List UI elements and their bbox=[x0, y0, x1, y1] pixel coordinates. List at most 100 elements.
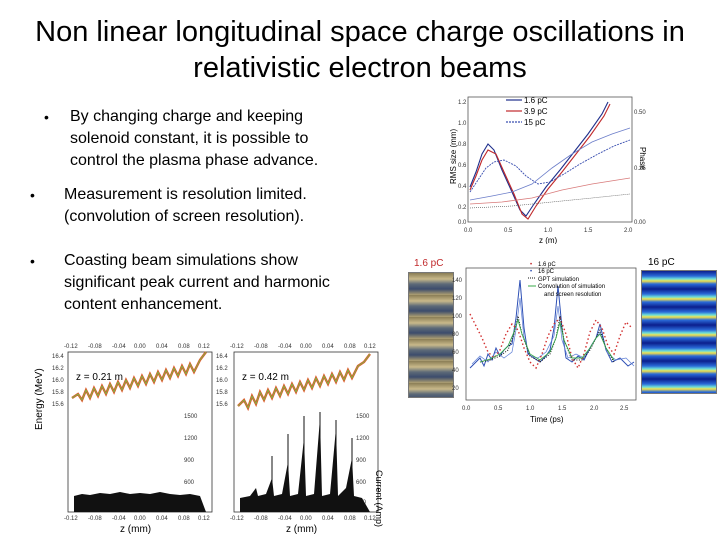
tick: -0.12 bbox=[64, 344, 78, 350]
tick: 60 bbox=[452, 350, 459, 356]
time-legend: • 1.6 pC • 16 pC GPT simulation Convolut… bbox=[528, 262, 605, 298]
title-line-2: relativistic electron beams bbox=[193, 52, 527, 84]
phase-top-ticks-left: -0.12 -0.08 -0.04 0.00 0.04 0.08 0.12 bbox=[64, 344, 210, 350]
tick: 0.00 bbox=[300, 344, 312, 350]
legend-label: Convolution of simulation bbox=[538, 284, 605, 290]
label-16pC: 16 pC bbox=[648, 257, 675, 268]
tick: 20 bbox=[452, 386, 459, 392]
tick: 0.4 bbox=[458, 184, 467, 190]
tick: 16.2 bbox=[216, 366, 228, 372]
tick: 0.6 bbox=[458, 163, 467, 169]
tick: 600 bbox=[184, 480, 195, 486]
rms-legend: 1.6 pC 3.9 pC 15 pC bbox=[506, 96, 548, 127]
tick: 1500 bbox=[184, 414, 198, 420]
time-yticks: 140 120 100 80 60 40 20 bbox=[452, 278, 463, 392]
tick: 15.8 bbox=[52, 390, 64, 396]
current-histogram-left bbox=[74, 492, 206, 512]
slide-title: Non linear longitudinal space charge osc… bbox=[0, 14, 720, 86]
tick: 100 bbox=[452, 314, 463, 320]
tick: 0.12 bbox=[364, 516, 376, 522]
legend-label: 1.6 pC bbox=[538, 262, 556, 268]
svg-text:•: • bbox=[530, 262, 532, 268]
tick: -0.08 bbox=[88, 344, 102, 350]
rms-curve-3.9pC bbox=[469, 103, 611, 220]
tick: 140 bbox=[452, 278, 463, 284]
rms-y2label: Phase bbox=[638, 147, 647, 170]
phase-wave-left-core bbox=[71, 351, 207, 401]
tick: 0.08 bbox=[344, 344, 356, 350]
tick: 16.4 bbox=[52, 354, 64, 360]
tick: 0.8 bbox=[458, 142, 467, 148]
phase-label-right: z = 0.42 m bbox=[242, 372, 289, 383]
time-xticks: 0.0 0.5 1.0 1.5 2.0 2.5 bbox=[462, 406, 629, 412]
phase-wave-right-core bbox=[237, 353, 371, 410]
tick: 0.0 bbox=[464, 228, 473, 234]
phase-bottom-ticks-left: -0.12 -0.08 -0.04 0.00 0.04 0.08 0.12 bbox=[64, 516, 210, 522]
rms-yticks: 1.2 1.0 0.8 0.6 0.4 0.2 0.0 bbox=[458, 100, 467, 226]
tick: 16.4 bbox=[216, 354, 228, 360]
tick: 0.5 bbox=[494, 406, 503, 412]
energy-ticks-mid: 16.4 16.2 16.0 15.8 15.6 bbox=[216, 354, 228, 408]
tick: 1.0 bbox=[544, 228, 553, 234]
tick: 600 bbox=[356, 480, 367, 486]
bullet-3-line-3: content enhancement. bbox=[64, 296, 223, 313]
rms-size-plot: RMS size (mm) Phase 1.2 1.0 0.8 0.6 0.4 … bbox=[449, 96, 647, 244]
tick: 0.0 bbox=[462, 406, 471, 412]
bullet-1: • By changing charge and keeping solenoi… bbox=[44, 106, 319, 172]
tick: 1200 bbox=[184, 436, 198, 442]
label-1.6pC: 1.6 pC bbox=[414, 258, 444, 269]
rms-ylabel: RMS size (mm) bbox=[449, 129, 458, 184]
title-line-1: Non linear longitudinal space charge osc… bbox=[35, 16, 685, 48]
bullet-3-line-2: significant peak current and harmonic bbox=[64, 274, 330, 291]
legend-label: 16 pC bbox=[538, 269, 555, 275]
bullet-3-line-1: Coasting beam simulations show bbox=[64, 252, 298, 269]
tick: 0.12 bbox=[198, 516, 210, 522]
bullet-2: • Measurement is resolution limited. (co… bbox=[30, 184, 307, 228]
tick: 0.04 bbox=[322, 344, 334, 350]
bullet-1-line-3: control the plasma phase advance. bbox=[70, 152, 319, 169]
rms-phase-curve-2 bbox=[469, 177, 631, 205]
tick: 0.08 bbox=[178, 516, 190, 522]
rms-xticks: 0.0 0.5 1.0 1.5 2.0 bbox=[464, 228, 633, 234]
tick: -0.08 bbox=[88, 516, 102, 522]
bullet-marker: • bbox=[44, 109, 49, 125]
tick: 15.6 bbox=[216, 402, 228, 408]
tick: 1.0 bbox=[458, 121, 467, 127]
bullet-2-line-2: (convolution of screen resolution). bbox=[64, 208, 305, 225]
tick: 40 bbox=[452, 368, 459, 374]
rms-phase-curve-3 bbox=[469, 193, 631, 209]
bullet-3: • Coasting beam simulations show signifi… bbox=[30, 250, 330, 316]
phase-bottom-ticks-right: -0.12 -0.08 -0.04 0.00 0.04 0.08 0.12 bbox=[230, 516, 376, 522]
phase-space-plots: -0.12 -0.08 -0.04 0.00 0.04 0.08 0.12 -0… bbox=[34, 344, 384, 535]
legend-label: GPT simulation bbox=[538, 277, 579, 283]
tick: 2.5 bbox=[620, 406, 629, 412]
tick: -0.04 bbox=[278, 344, 292, 350]
tick: 1200 bbox=[356, 436, 370, 442]
phase-y2label: Current (Amp) bbox=[374, 470, 384, 527]
rms-xlabel: z (m) bbox=[539, 236, 558, 244]
current-time-plot: 140 120 100 80 60 40 20 0.0 0.5 1.0 1.5 … bbox=[452, 262, 637, 424]
tick: 0.00 bbox=[134, 344, 146, 350]
tick: -0.12 bbox=[64, 516, 78, 522]
current-spikes-right bbox=[271, 412, 353, 512]
time-curve-1.6pC bbox=[469, 313, 633, 370]
tick: 0.04 bbox=[156, 516, 168, 522]
svg-text:•: • bbox=[530, 269, 532, 275]
tick: 0.00 bbox=[634, 220, 646, 226]
tick: -0.04 bbox=[112, 516, 126, 522]
bullet-1-line-1: By changing charge and keeping bbox=[70, 108, 304, 125]
tick: 0.04 bbox=[156, 344, 168, 350]
tick: -0.12 bbox=[230, 344, 244, 350]
phase-top-ticks-right: -0.12 -0.08 -0.04 0.00 0.04 0.08 0.12 bbox=[230, 344, 376, 350]
bullet-2-line-1: Measurement is resolution limited. bbox=[64, 186, 307, 203]
tick: -0.04 bbox=[278, 516, 292, 522]
tick: 0.08 bbox=[344, 516, 356, 522]
streak-image-right bbox=[641, 270, 717, 394]
tick: 0.12 bbox=[198, 344, 210, 350]
tick: 2.0 bbox=[624, 228, 633, 234]
bullet-marker: • bbox=[30, 187, 35, 203]
rms-phase-curve-1 bbox=[469, 127, 631, 201]
time-curve-16pC-b bbox=[471, 297, 635, 367]
tick: 16.2 bbox=[52, 366, 64, 372]
legend-label: 3.9 pC bbox=[524, 107, 548, 116]
